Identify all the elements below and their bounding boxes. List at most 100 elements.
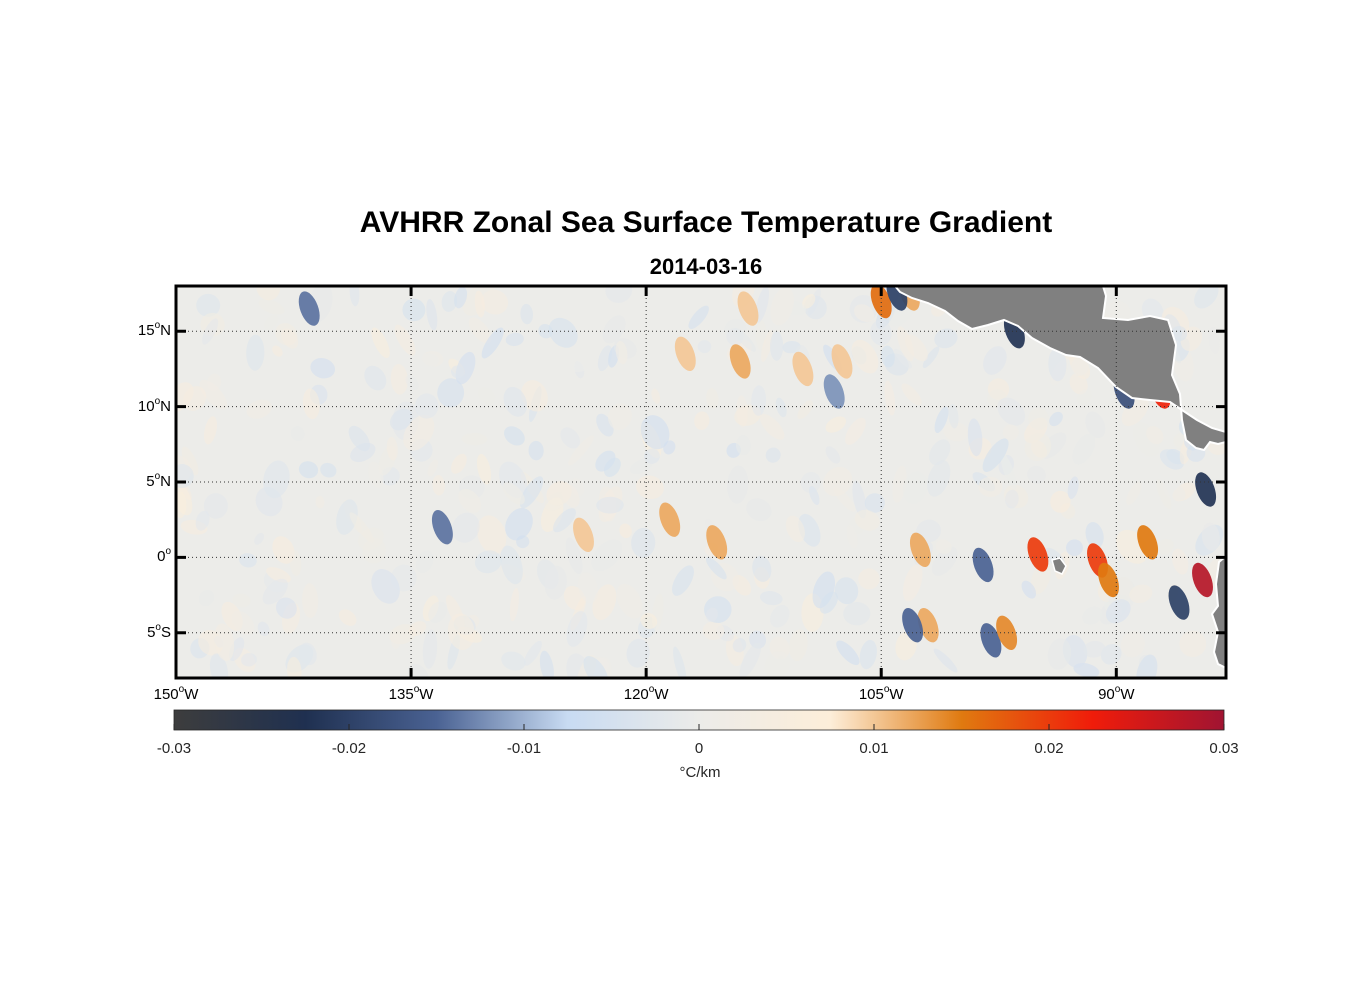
field-wisp — [310, 357, 336, 379]
field-wisp — [929, 439, 951, 466]
field-wisp — [1076, 389, 1092, 405]
field-wisp — [538, 324, 553, 339]
field-wisp — [390, 634, 400, 650]
field-wisp — [203, 493, 228, 519]
field-wisp — [751, 385, 767, 416]
field-wisp — [181, 446, 199, 476]
galapagos-islands — [1051, 557, 1067, 575]
field-wisp — [705, 557, 727, 580]
gradient-feature — [737, 291, 759, 326]
field-wisp — [349, 286, 360, 307]
field-wisp — [603, 457, 621, 477]
field-wisp — [509, 587, 519, 622]
map-frame — [174, 284, 1228, 680]
field-wisp — [607, 403, 632, 430]
field-wisp — [823, 466, 853, 497]
field-wisp — [902, 471, 928, 505]
field-wisp — [548, 317, 578, 348]
field-wisp — [264, 314, 279, 330]
field-wisp — [348, 425, 371, 452]
field-wisp — [854, 304, 875, 322]
field-wisp — [893, 348, 912, 369]
field-wisp — [1047, 638, 1072, 670]
field-wisp — [935, 539, 952, 554]
field-wisp — [262, 578, 288, 605]
field-wisp — [214, 623, 235, 661]
gradient-feature — [1027, 537, 1049, 572]
longitude-label: 105oW — [858, 684, 904, 703]
field-wisp — [505, 508, 533, 541]
field-wisp — [298, 642, 317, 666]
field-wisp — [289, 550, 302, 576]
field-wisp — [1085, 411, 1106, 439]
field-wisp — [1172, 548, 1189, 575]
field-wisp — [272, 345, 283, 357]
field-wisp — [934, 328, 958, 349]
field-wisp — [852, 480, 867, 519]
field-wisp — [597, 345, 613, 372]
field-wisp — [504, 426, 525, 446]
field-wisp — [836, 640, 860, 666]
field-wisp — [451, 453, 467, 474]
field-wisp — [739, 642, 762, 678]
field-wisp — [702, 621, 725, 641]
colorbar-unit-label: °C/km — [679, 764, 721, 781]
field-wisp — [502, 482, 525, 505]
field-wisp — [1021, 580, 1037, 599]
field-wisp — [759, 414, 785, 440]
field-wisp — [694, 411, 710, 430]
field-wisp — [626, 638, 650, 668]
central-america-landmass — [893, 286, 1226, 452]
field-wisp — [239, 553, 257, 568]
field-wisp — [415, 550, 434, 574]
field-wisp — [241, 652, 257, 667]
field-wisp — [320, 462, 337, 478]
field-wisp — [371, 569, 400, 604]
longitude-label: 90oW — [1098, 684, 1135, 703]
field-wisp — [901, 383, 922, 406]
field-wisp — [749, 630, 767, 649]
field-wisp — [481, 327, 504, 359]
field-wisp — [858, 568, 880, 590]
field-wisp — [631, 527, 656, 558]
field-wisp — [390, 364, 408, 395]
field-wisp — [204, 416, 217, 445]
field-wisp — [1159, 449, 1184, 470]
field-wisp — [428, 601, 448, 623]
field-wisp — [565, 537, 583, 575]
colorbar-tick-label: 0 — [694, 740, 704, 757]
field-wisp — [789, 629, 808, 661]
field-wisp — [706, 388, 719, 409]
field-wisp — [1024, 432, 1052, 461]
field-wisp — [474, 550, 502, 574]
gradient-feature — [972, 547, 994, 583]
field-wisp — [1157, 538, 1174, 555]
field-wisp — [276, 597, 297, 619]
field-wisp — [566, 611, 588, 647]
gradient-feature — [674, 336, 696, 371]
gradient-feature — [1168, 585, 1190, 620]
field-wisp — [199, 379, 228, 410]
field-wisp — [797, 400, 813, 420]
colorbar — [173, 709, 1225, 731]
field-wisp — [864, 493, 885, 513]
field-wisp — [1069, 373, 1088, 395]
field-wisp — [544, 565, 567, 600]
field-wisp — [1126, 481, 1142, 505]
chart-subtitle: 2014-03-16 — [649, 254, 763, 279]
field-wisp — [539, 650, 554, 678]
field-wisp — [474, 290, 485, 318]
field-wisp — [732, 638, 747, 653]
field-wisp — [591, 539, 623, 572]
field-wisp — [834, 577, 859, 605]
field-wisp — [1071, 356, 1090, 376]
gradient-feature — [729, 344, 751, 379]
gradient-feature — [659, 502, 681, 537]
field-wisp — [870, 320, 892, 346]
field-wisp — [302, 583, 319, 619]
field-wisp — [520, 303, 534, 325]
field-wisp — [405, 375, 419, 391]
field-wisp — [770, 331, 784, 361]
field-wisp — [246, 399, 272, 419]
